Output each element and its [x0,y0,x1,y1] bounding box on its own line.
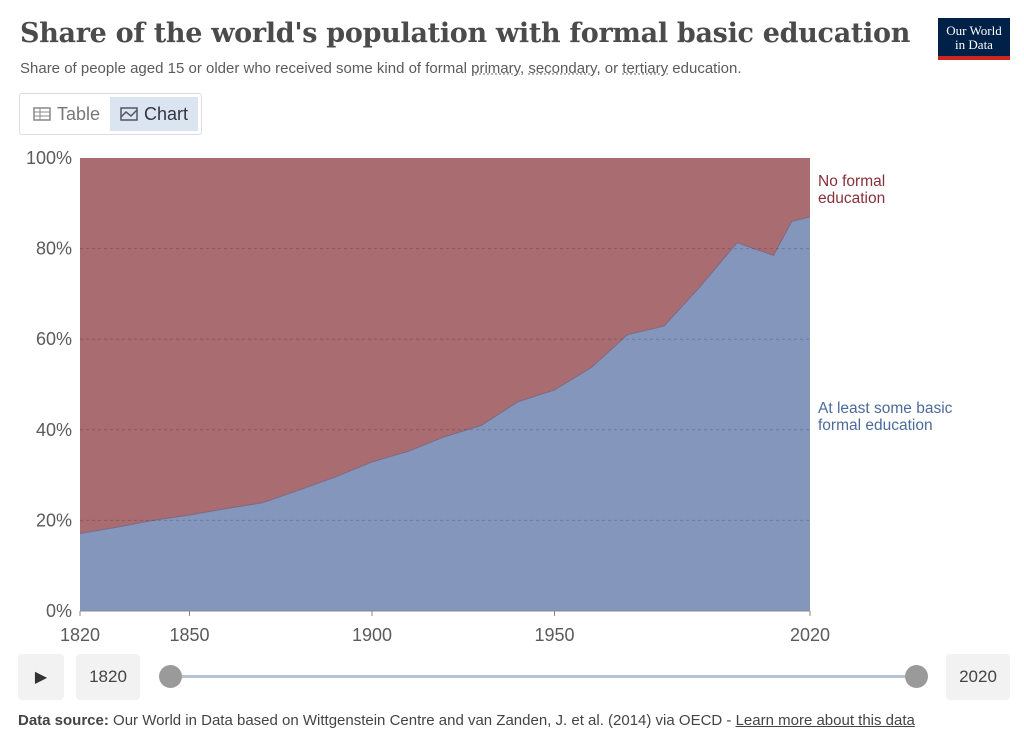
label-basic-education: formal education [818,417,933,434]
label-no-formal-education: education [818,190,885,207]
footer: Data source: Our World in Data based on … [18,712,915,729]
series-boundary-line [79,216,811,535]
y-tick-label: 100% [26,148,72,168]
end-year-label[interactable]: 2020 [946,654,1010,700]
stacked-area-chart: 0% 20% 40% 60% 80% 100% 1820 1850 1900 1950 2020 No… [26,148,953,645]
y-tick-label: 20% [36,510,72,530]
y-tick-label: 60% [36,329,72,349]
x-tick-label: 2020 [790,625,830,645]
y-tick-label: 40% [36,420,72,440]
owid-logo[interactable]: Our World in Data [938,18,1010,60]
x-tick-label: 1900 [352,625,392,645]
view-tabs: Table Chart [19,93,203,135]
tertiary-link[interactable]: tertiary [622,60,669,77]
tab-table[interactable]: Table [23,97,110,131]
label-no-formal-education: No formal [818,173,885,190]
timeline-start-handle[interactable] [159,665,182,688]
start-year-label[interactable]: 1820 [76,654,140,700]
x-tick-label: 1950 [534,625,574,645]
tab-chart[interactable]: Chart [110,97,199,131]
area-basic-education [80,216,810,611]
x-tick-label: 1820 [60,625,100,645]
area-no-formal-education [80,158,810,534]
chart-subtitle: Share of people aged 15 or older who rec… [20,60,742,77]
primary-link[interactable]: primary [471,60,520,77]
chart-icon [120,107,138,121]
secondary-link[interactable]: secondary [528,60,597,77]
timeline-track[interactable] [171,675,916,678]
y-tick-label: 80% [36,239,72,259]
x-tick-label: 1850 [169,625,209,645]
label-basic-education: At least some basic [818,400,953,417]
play-icon: ▶ [34,669,48,686]
learn-more-link[interactable]: Learn more about this data [735,712,915,729]
play-button[interactable]: ▶ [18,654,64,700]
chart-title: Share of the world's population with for… [20,18,911,49]
y-tick-label: 0% [46,601,72,621]
table-icon [33,107,51,121]
timeline-end-handle[interactable] [905,665,928,688]
